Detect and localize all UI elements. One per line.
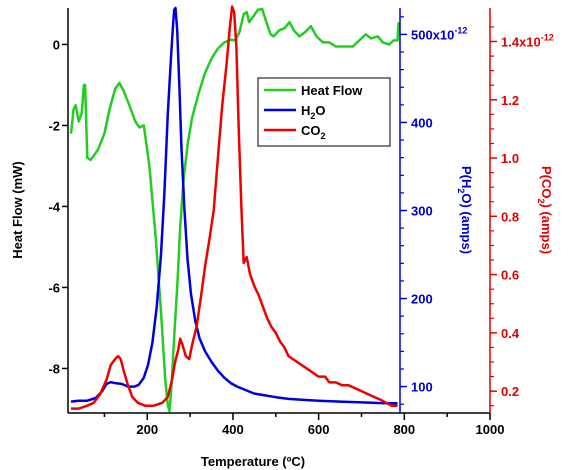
h2o-axis-tick-label: 100 <box>411 380 433 395</box>
left-axis-tick-label: -2 <box>48 118 60 133</box>
h2o-axis-tick-label: 300 <box>411 204 433 219</box>
x-axis-tick-label: 1000 <box>476 422 505 437</box>
co2-axis-tick-label: 0.8 <box>501 209 519 224</box>
co2-axis-tick-label: 0.4 <box>501 326 520 341</box>
series-line-co2 <box>71 5 398 410</box>
legend-label-co2: CO2 <box>301 123 326 141</box>
co2-axis-tick-label: 0.2 <box>501 384 519 399</box>
co2-axis-title: P(CO2) (amps) <box>536 166 554 254</box>
legend-label-h2o: H2O <box>301 103 326 121</box>
axes: 0 -2 -4 -6 -8 200 400 600 800 1000 500x10-12 400 300… <box>48 8 554 437</box>
h2o-axis-title: P(H2O) (amps) <box>456 166 474 254</box>
x-axis-tick-label: 400 <box>222 422 244 437</box>
x-axis-tick-label: 200 <box>136 422 158 437</box>
left-axis-tick-label: -8 <box>48 361 60 376</box>
h2o-axis-tick-label: 500x10-12 <box>411 25 467 42</box>
left-axis-tick-label: -4 <box>48 199 60 214</box>
co2-axis-tick-label: 1.2 <box>501 93 519 108</box>
series-line-heatflow <box>69 7 400 413</box>
h2o-axis-tick-label: 200 <box>411 292 433 307</box>
left-axis-tick-label: 0 <box>53 37 60 52</box>
legend-label-heat-flow: Heat Flow <box>301 83 363 98</box>
co2-axis-tick-label: 1.0 <box>501 151 519 166</box>
h2o-axis-tick-label: 400 <box>411 115 433 130</box>
left-axis-tick-label: -6 <box>48 280 60 295</box>
plot-area <box>69 5 400 413</box>
x-axis-tick-label: 600 <box>308 422 330 437</box>
left-axis-title: Heat Flow (mW) <box>10 161 25 259</box>
co2-axis-tick-label: 0.6 <box>501 268 519 283</box>
series-line-h2o <box>70 6 398 405</box>
x-axis-title: Temperature (ºC) <box>201 454 305 469</box>
x-axis-tick-label: 800 <box>393 422 415 437</box>
legend: Heat Flow H2O CO2 <box>257 77 391 147</box>
co2-axis-tick-label: 1.4x10-12 <box>501 33 554 50</box>
